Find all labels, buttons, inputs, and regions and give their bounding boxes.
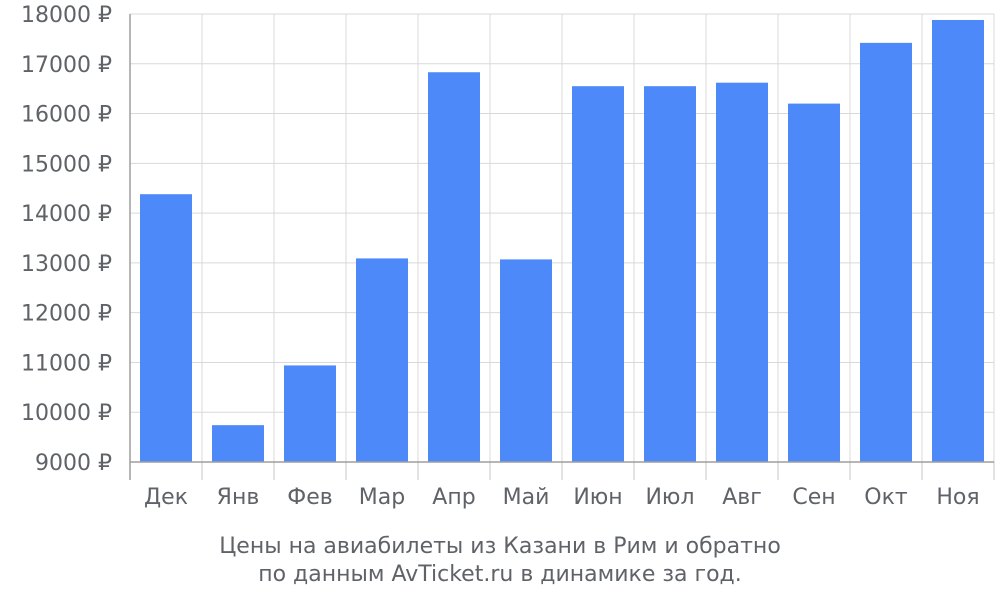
bar	[788, 104, 840, 462]
y-tick-label: 15000 ₽	[21, 152, 112, 177]
y-tick-label: 14000 ₽	[21, 202, 112, 227]
x-tick-label: Сен	[792, 485, 835, 510]
x-tick-label: Июл	[645, 485, 694, 510]
x-tick-label: Фев	[287, 485, 332, 510]
y-tick-label: 16000 ₽	[21, 103, 112, 128]
chart-caption-line-2: по данным AvTicket.ru в динамике за год.	[0, 561, 1000, 589]
x-tick-label: Дек	[144, 485, 188, 510]
bar-chart: 9000 ₽ 10000 ₽ 11000 ₽ 12000 ₽ 13000 ₽ 14000 …	[0, 0, 1000, 540]
bar	[212, 425, 264, 462]
y-tick-label: 17000 ₽	[21, 53, 112, 78]
bar	[716, 83, 768, 462]
x-tick-label: Янв	[217, 485, 260, 510]
y-tick-label: 9000 ₽	[35, 451, 112, 476]
x-tick-label: Мар	[359, 485, 405, 510]
y-tick-label: 10000 ₽	[21, 401, 112, 426]
x-tick-labels: Дек Янв Фев Мар Апр Май Июн Июл Авг Сен Окт Ноя	[144, 485, 980, 510]
x-tick-label: Апр	[432, 485, 475, 510]
x-tick-label: Май	[503, 485, 550, 510]
x-tick-label: Июн	[573, 485, 622, 510]
bar	[644, 86, 696, 462]
x-tick-label: Окт	[864, 485, 908, 510]
bar	[932, 20, 984, 462]
y-tick-label: 11000 ₽	[21, 351, 112, 376]
bar	[572, 86, 624, 462]
bar	[500, 259, 552, 462]
bar	[428, 72, 480, 462]
y-tick-label: 18000 ₽	[21, 3, 112, 28]
x-tick-label: Авг	[722, 485, 762, 510]
chart-caption-line-1: Цены на авиабилеты из Казани в Рим и обр…	[0, 533, 1000, 561]
y-tick-label: 12000 ₽	[21, 302, 112, 327]
bar	[284, 365, 336, 462]
y-tick-labels: 9000 ₽ 10000 ₽ 11000 ₽ 12000 ₽ 13000 ₽ 14000 …	[21, 3, 112, 476]
bar	[356, 258, 408, 462]
bar	[860, 43, 912, 462]
bar	[140, 194, 192, 462]
x-tick-label: Ноя	[936, 485, 979, 510]
y-tick-label: 13000 ₽	[21, 252, 112, 277]
